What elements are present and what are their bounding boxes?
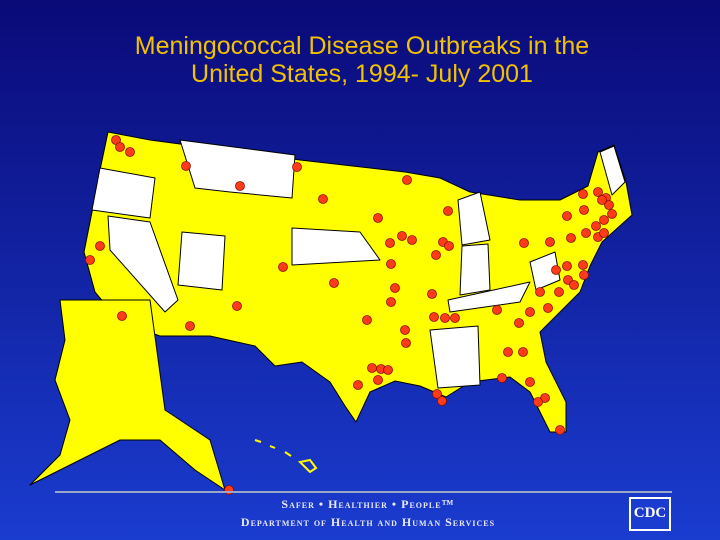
- outbreak-dot: [599, 228, 609, 238]
- outbreak-dot: [329, 278, 339, 288]
- outbreak-dot: [85, 255, 95, 265]
- footer-slogan: Safer • Healthier • People™: [281, 497, 454, 511]
- logo-box: [629, 497, 671, 531]
- outbreak-dot: [318, 194, 328, 204]
- outbreak-dot: [525, 307, 535, 317]
- outbreak-dot: [543, 303, 553, 313]
- outbreak-dot: [492, 305, 502, 315]
- title-line: Meningococcal Disease Outbreaks in the: [135, 32, 589, 60]
- outbreak-dot: [503, 347, 513, 357]
- title-line: United States, 1994- July 2001: [191, 60, 533, 88]
- white-states: [599, 145, 626, 196]
- outbreak-dot: [533, 397, 543, 407]
- outbreak-dots: [85, 135, 617, 495]
- outbreak-dot: [579, 270, 589, 280]
- white-states: [529, 251, 561, 291]
- hawaii: [254, 439, 318, 474]
- outbreak-dot: [599, 215, 609, 225]
- footer-department: Department of Health and Human Services: [241, 515, 495, 529]
- outbreak-dot: [519, 238, 529, 248]
- outbreak-dot: [578, 260, 588, 270]
- outbreak-dot: [367, 363, 377, 373]
- alaska: [29, 299, 226, 491]
- outbreak-dot: [385, 238, 395, 248]
- outbreak-dot: [555, 425, 565, 435]
- outbreak-dot: [593, 187, 603, 197]
- white-states: [91, 167, 156, 219]
- outbreak-dot: [545, 237, 555, 247]
- outbreak-dot: [278, 262, 288, 272]
- outbreak-dot: [115, 142, 125, 152]
- outbreak-dot: [224, 485, 234, 495]
- outbreak-dot: [597, 195, 607, 205]
- outbreak-dot: [383, 365, 393, 375]
- outbreak-dot: [440, 313, 450, 323]
- outbreak-dot: [432, 389, 442, 399]
- outbreak-dot: [431, 250, 441, 260]
- outbreak-dot: [437, 396, 447, 406]
- outbreak-dot: [607, 209, 617, 219]
- outbreak-dot: [402, 175, 412, 185]
- outbreak-dot: [397, 231, 407, 241]
- outbreak-dot: [117, 311, 127, 321]
- outbreak-dot: [569, 280, 579, 290]
- outbreak-dot: [353, 380, 363, 390]
- white-states: [459, 243, 491, 296]
- outbreak-dot: [373, 213, 383, 223]
- outbreak-dot: [181, 161, 191, 171]
- map: [29, 131, 633, 491]
- outbreak-dot: [518, 347, 528, 357]
- outbreak-dot: [562, 211, 572, 221]
- outbreak-dot: [566, 233, 576, 243]
- outbreak-dot: [429, 312, 439, 322]
- outbreak-dot: [401, 338, 411, 348]
- outbreak-dot: [535, 287, 545, 297]
- white-states: [447, 281, 531, 313]
- outbreak-dot: [554, 287, 564, 297]
- outbreak-dot: [579, 205, 589, 215]
- outbreak-dot: [373, 375, 383, 385]
- outbreak-dot: [185, 321, 195, 331]
- outbreak-dot: [578, 189, 588, 199]
- outbreak-dot: [400, 325, 410, 335]
- white-states: [291, 227, 381, 266]
- outbreak-dot: [407, 235, 417, 245]
- contiguous-us: [83, 131, 633, 433]
- logo: CDC: [634, 505, 667, 521]
- white-states: [429, 325, 481, 389]
- outbreak-dot: [581, 228, 591, 238]
- outbreak-dot: [604, 200, 614, 210]
- white-states: [107, 215, 179, 313]
- outbreak-dot: [125, 147, 135, 157]
- outbreak-dot: [562, 261, 572, 271]
- white-states: [177, 231, 226, 291]
- outbreak-dot: [525, 377, 535, 387]
- outbreak-dot: [427, 289, 437, 299]
- outbreak-dot: [443, 206, 453, 216]
- outbreak-dot: [551, 265, 561, 275]
- outbreak-dot: [386, 297, 396, 307]
- white-states: [457, 191, 491, 246]
- outbreak-dot: [362, 315, 372, 325]
- outbreak-dot: [390, 283, 400, 293]
- outbreak-dot: [232, 301, 242, 311]
- outbreak-dot: [386, 259, 396, 269]
- outbreak-dot: [444, 241, 454, 251]
- outbreak-dot: [235, 181, 245, 191]
- outbreak-dot: [95, 241, 105, 251]
- outbreak-dot: [292, 162, 302, 172]
- white-states: [179, 139, 296, 199]
- outbreak-dot: [591, 221, 601, 231]
- outbreak-dot: [514, 318, 524, 328]
- outbreak-dot: [497, 373, 507, 383]
- outbreak-dot: [450, 313, 460, 323]
